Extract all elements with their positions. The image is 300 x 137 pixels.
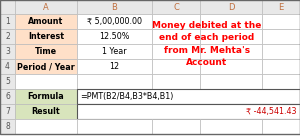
Bar <box>262 0 300 14</box>
Text: 1: 1 <box>5 17 10 26</box>
Text: 3: 3 <box>5 47 10 56</box>
Bar <box>200 14 262 29</box>
Bar <box>262 44 300 59</box>
Text: 8: 8 <box>5 122 10 131</box>
Text: 12.50%: 12.50% <box>99 32 130 41</box>
Text: 12: 12 <box>110 62 120 71</box>
Bar <box>77 104 300 119</box>
Text: Formula: Formula <box>28 92 64 101</box>
Text: Amount: Amount <box>28 17 64 26</box>
Bar <box>0 74 15 89</box>
Text: 2: 2 <box>5 32 10 41</box>
Bar <box>0 104 15 119</box>
Bar <box>200 29 262 44</box>
Text: Time: Time <box>35 47 57 56</box>
Bar <box>0 59 15 74</box>
Bar <box>152 0 200 14</box>
Bar <box>77 74 152 89</box>
Bar <box>262 59 300 74</box>
Text: Result: Result <box>32 107 60 116</box>
Text: =PMT(B2/B4,B3*B4,B1): =PMT(B2/B4,B3*B4,B1) <box>80 92 173 101</box>
Bar <box>0 119 15 134</box>
Bar <box>200 74 262 89</box>
Bar <box>15 74 77 89</box>
Bar <box>152 44 200 59</box>
Bar <box>15 44 77 59</box>
Bar <box>0 0 15 14</box>
Bar <box>262 119 300 134</box>
Bar <box>152 14 200 29</box>
Text: D: D <box>228 2 234 12</box>
Text: ₹ 5,00,000.00: ₹ 5,00,000.00 <box>87 17 142 26</box>
Text: A: A <box>43 2 49 12</box>
Text: ₹ -44,541.43: ₹ -44,541.43 <box>247 107 297 116</box>
Text: 7: 7 <box>5 107 10 116</box>
Bar <box>77 44 152 59</box>
Bar <box>15 14 77 29</box>
Text: E: E <box>278 2 284 12</box>
Bar <box>77 29 152 44</box>
Bar <box>0 44 15 59</box>
Bar <box>152 74 200 89</box>
Text: 5: 5 <box>5 77 10 86</box>
Bar <box>77 14 152 29</box>
Text: 1 Year: 1 Year <box>102 47 127 56</box>
Bar <box>200 59 262 74</box>
Text: C: C <box>173 2 179 12</box>
Bar <box>200 44 262 59</box>
Bar <box>0 14 15 29</box>
Bar <box>262 29 300 44</box>
Bar <box>77 119 152 134</box>
Bar <box>0 29 15 44</box>
Bar <box>262 74 300 89</box>
Bar <box>77 89 300 104</box>
Bar <box>200 119 262 134</box>
Bar <box>152 119 200 134</box>
Text: B: B <box>112 2 117 12</box>
Bar <box>200 0 262 14</box>
Text: Period / Year: Period / Year <box>17 62 75 71</box>
Bar <box>15 89 77 104</box>
Text: Money debited at the
end of each period
from Mr. Mehta's
Account: Money debited at the end of each period … <box>152 21 262 67</box>
Bar <box>15 0 77 14</box>
Bar <box>262 14 300 29</box>
Bar <box>77 59 152 74</box>
Bar <box>15 59 77 74</box>
Bar <box>152 59 200 74</box>
Text: Interest: Interest <box>28 32 64 41</box>
Bar <box>15 29 77 44</box>
Bar <box>77 0 152 14</box>
Bar <box>152 29 200 44</box>
Text: 6: 6 <box>5 92 10 101</box>
Bar <box>15 104 77 119</box>
Bar <box>15 119 77 134</box>
Text: 4: 4 <box>5 62 10 71</box>
Bar <box>0 89 15 104</box>
